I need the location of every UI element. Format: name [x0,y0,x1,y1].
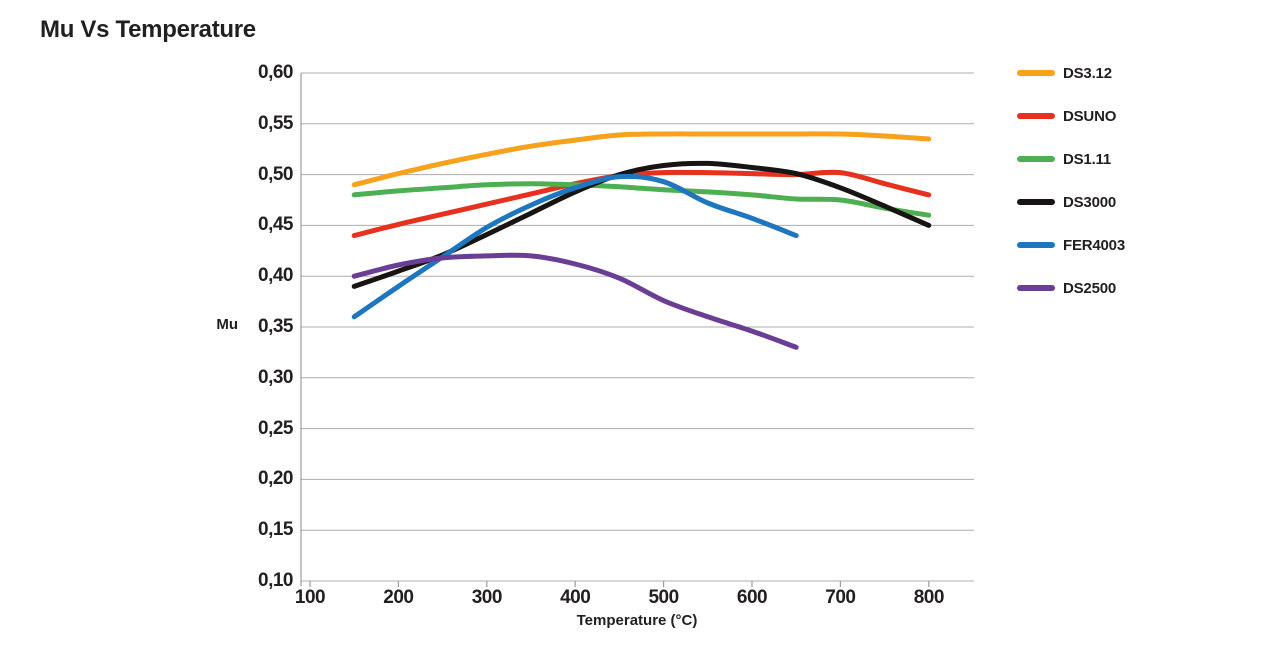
legend-label: DS3.12 [1063,64,1112,82]
series-line-FER4003 [351,173,799,320]
y-tick-label: 0,30 [258,366,293,388]
legend-label: DSUNO [1063,107,1117,125]
legend-label: DS2500 [1063,279,1117,297]
legend-swatch-icon [1017,285,1055,291]
chart-title: Mu Vs Temperature [40,16,256,43]
y-tick-label: 0,25 [258,417,293,439]
series-line-DS2500 [351,252,799,350]
legend-label: DS1.11 [1063,150,1112,168]
x-tick-label: 200 [383,587,414,608]
legend-label: DS3000 [1063,193,1117,211]
legend-item-DS1.11: DS1.11 [1017,149,1111,169]
y-tick-label: 0,60 [258,62,293,83]
series-line-DS3000 [351,160,932,289]
legend-swatch-icon [1017,70,1055,76]
x-tick-label: 100 [294,587,326,608]
y-tick-label: 0,50 [258,163,293,185]
series-line-DSUNO [351,169,932,239]
legend-label: FER4003 [1063,236,1125,254]
y-tick-label: 0,10 [258,570,293,591]
legend-item-DS3000: DS3000 [1017,192,1116,212]
y-tick-label: 0,45 [258,214,293,236]
x-tick-label: 600 [736,587,768,608]
legend-item-DS3.12: DS3.12 [1017,63,1112,83]
x-axis-title: Temperature (°C) [576,612,698,629]
series-line-DS3.12 [351,131,932,188]
x-tick-label: 300 [471,587,503,608]
y-tick-label: 0,40 [258,265,293,287]
y-tick-label: 0,35 [258,316,293,337]
legend-swatch-icon [1017,199,1055,205]
y-tick-label: 0,55 [258,112,293,134]
legend-item-FER4003: FER4003 [1017,235,1125,255]
legend-swatch-icon [1017,113,1055,119]
legend-swatch-icon [1017,156,1055,162]
x-tick-label: 800 [913,587,945,608]
y-tick-label: 0,15 [258,519,293,541]
legend-item-DS2500: DS2500 [1017,278,1116,298]
x-tick-label: 500 [648,587,679,608]
legend-item-DSUNO: DSUNO [1017,106,1116,126]
y-tick-label: 0,20 [258,468,293,490]
series-line-DS1.11 [351,181,932,218]
legend-swatch-icon [1017,242,1055,248]
x-tick-label: 400 [560,587,591,608]
x-tick-label: 700 [825,587,856,608]
y-axis-title: Mu [216,316,238,333]
